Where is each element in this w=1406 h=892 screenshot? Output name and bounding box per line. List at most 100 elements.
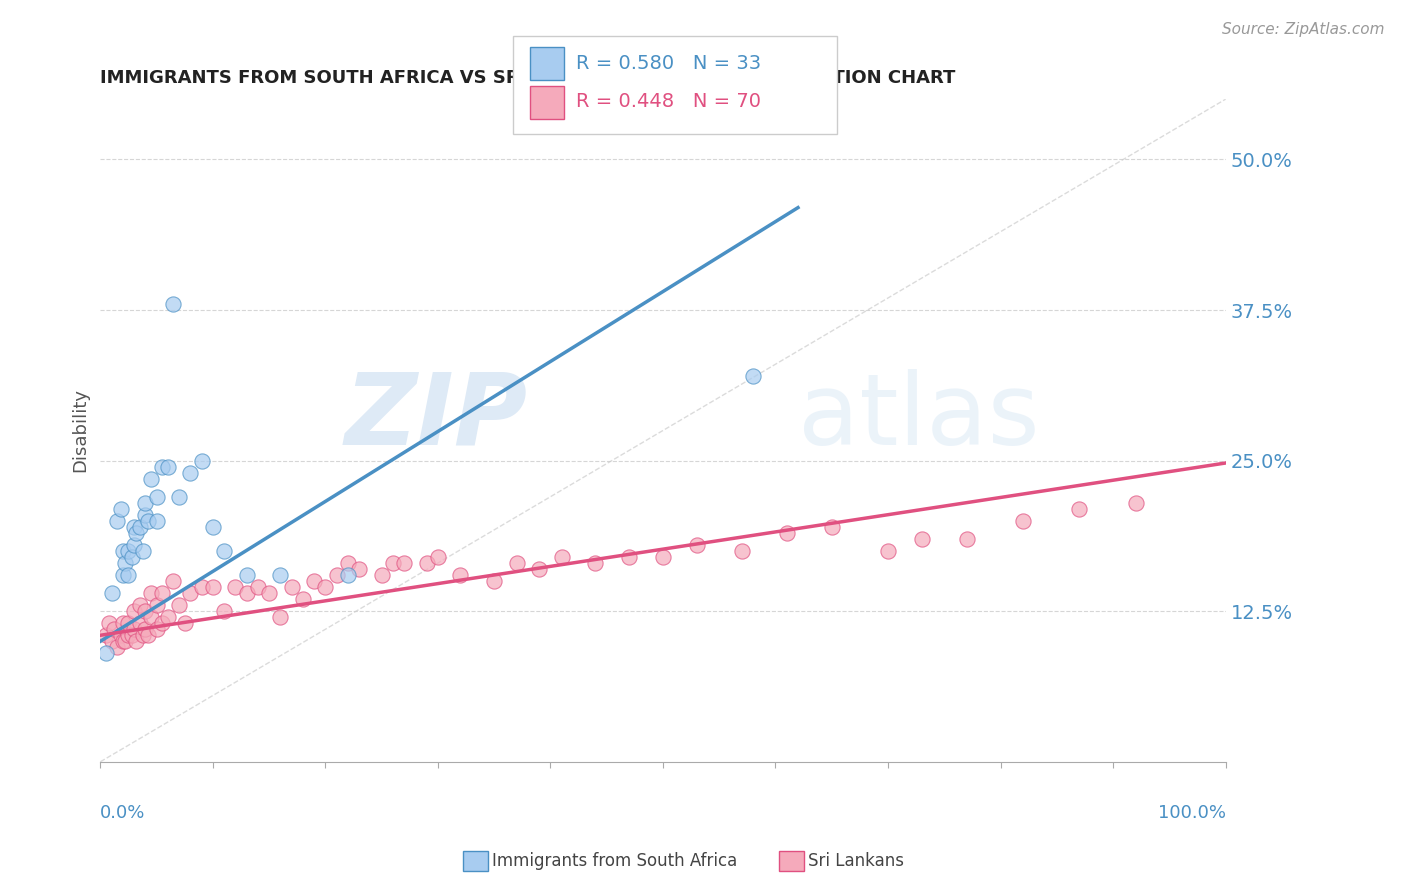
Point <box>686 538 709 552</box>
Point <box>619 549 641 564</box>
Point <box>381 556 404 570</box>
Text: ZIP: ZIP <box>344 368 527 466</box>
Point <box>956 532 979 546</box>
Point <box>201 580 224 594</box>
Point <box>134 508 156 522</box>
Point <box>105 640 128 655</box>
Point <box>179 466 201 480</box>
Point <box>121 549 143 564</box>
Point <box>370 568 392 582</box>
Point <box>117 628 139 642</box>
Point <box>257 586 280 600</box>
Point <box>212 604 235 618</box>
Point <box>821 520 844 534</box>
Point <box>132 628 155 642</box>
Point <box>1012 514 1035 528</box>
Point <box>325 568 347 582</box>
Point <box>111 544 134 558</box>
Point <box>122 538 145 552</box>
Point <box>121 628 143 642</box>
Point <box>134 496 156 510</box>
Text: 0.0%: 0.0% <box>100 804 146 822</box>
Point <box>246 580 269 594</box>
Point <box>125 634 148 648</box>
Point <box>224 580 246 594</box>
Point <box>482 574 505 588</box>
Point <box>122 622 145 636</box>
Point <box>1125 496 1147 510</box>
Point <box>111 616 134 631</box>
Point <box>125 525 148 540</box>
Point <box>150 459 173 474</box>
Y-axis label: Disability: Disability <box>72 389 89 473</box>
Text: R = 0.448   N = 70: R = 0.448 N = 70 <box>576 92 762 112</box>
Point <box>117 568 139 582</box>
Point <box>652 549 675 564</box>
Point <box>426 549 449 564</box>
Point <box>877 544 900 558</box>
Point <box>415 556 437 570</box>
Point <box>190 580 212 594</box>
Point <box>162 574 184 588</box>
Point <box>162 297 184 311</box>
Point <box>776 525 799 540</box>
Point <box>145 598 167 612</box>
Point <box>302 574 325 588</box>
Point <box>145 490 167 504</box>
Point <box>100 634 122 648</box>
Text: Immigrants from South Africa: Immigrants from South Africa <box>492 852 737 870</box>
Point <box>128 598 150 612</box>
Text: Source: ZipAtlas.com: Source: ZipAtlas.com <box>1222 22 1385 37</box>
Point <box>136 514 159 528</box>
Text: Sri Lankans: Sri Lankans <box>808 852 904 870</box>
Point <box>212 544 235 558</box>
Point <box>100 586 122 600</box>
Point <box>392 556 415 570</box>
Point <box>291 592 314 607</box>
Point <box>139 610 162 624</box>
Point <box>179 586 201 600</box>
Point <box>190 453 212 467</box>
Point <box>527 562 550 576</box>
Point <box>128 616 150 631</box>
Point <box>336 568 359 582</box>
Point <box>117 544 139 558</box>
Point <box>94 646 117 660</box>
Point <box>314 580 336 594</box>
Point <box>167 598 190 612</box>
Point <box>173 616 195 631</box>
Text: IMMIGRANTS FROM SOUTH AFRICA VS SRI LANKAN DISABILITY CORRELATION CHART: IMMIGRANTS FROM SOUTH AFRICA VS SRI LANK… <box>100 69 956 87</box>
Point <box>114 634 136 648</box>
Point <box>150 586 173 600</box>
Point <box>742 369 765 384</box>
Point <box>347 562 370 576</box>
Point <box>336 556 359 570</box>
Point <box>111 568 134 582</box>
Text: 100.0%: 100.0% <box>1157 804 1226 822</box>
Point <box>134 604 156 618</box>
Point <box>103 622 125 636</box>
Point <box>134 622 156 636</box>
Point <box>167 490 190 504</box>
Point <box>911 532 934 546</box>
Point <box>269 610 291 624</box>
Point <box>111 634 134 648</box>
Point <box>585 556 607 570</box>
Point <box>145 622 167 636</box>
Point <box>110 501 132 516</box>
Point <box>201 520 224 534</box>
Point <box>94 628 117 642</box>
Point <box>132 544 155 558</box>
Point <box>114 556 136 570</box>
Point <box>280 580 302 594</box>
Point <box>122 520 145 534</box>
Text: R = 0.580   N = 33: R = 0.580 N = 33 <box>576 54 762 73</box>
Point <box>156 459 179 474</box>
Point <box>1069 501 1091 516</box>
Point <box>505 556 527 570</box>
Point <box>117 616 139 631</box>
Point <box>731 544 754 558</box>
Point <box>110 628 132 642</box>
Point <box>128 520 150 534</box>
Point <box>122 604 145 618</box>
